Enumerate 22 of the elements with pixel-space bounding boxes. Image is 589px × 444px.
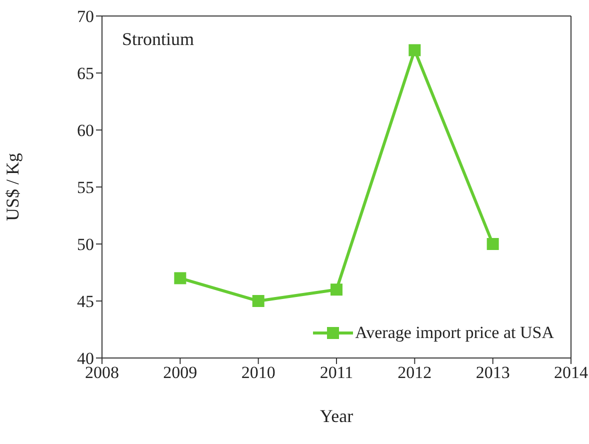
x-axis-title: Year — [320, 406, 354, 426]
x-tick-label: 2011 — [320, 363, 354, 382]
point — [330, 284, 342, 296]
y-tick-label: 60 — [77, 121, 94, 140]
legend-label: Average import price at USA — [355, 323, 554, 343]
x-tick-label: 2009 — [163, 363, 198, 382]
point — [408, 44, 421, 56]
x-tick-label: 2014 — [554, 363, 588, 382]
x-tick-label: 2008 — [85, 363, 119, 382]
point — [174, 272, 186, 284]
y-tick-label: 70 — [77, 7, 94, 26]
y-tick-label: 50 — [77, 235, 94, 254]
x-tick-label: 2010 — [241, 363, 276, 382]
y-tick-label: 65 — [77, 64, 94, 84]
x-tick-label: 2013 — [476, 363, 510, 382]
x-tick-label: 2012 — [398, 363, 432, 382]
point — [252, 295, 264, 307]
y-tick-label: 55 — [77, 178, 94, 198]
y-tick-label: 45 — [77, 292, 94, 312]
text: Strontium — [122, 29, 194, 49]
point — [486, 238, 499, 250]
y-axis-title: US$ / Kg — [2, 152, 22, 222]
